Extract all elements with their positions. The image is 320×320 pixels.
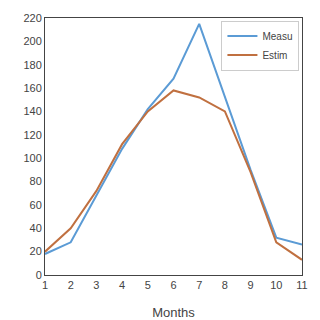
svg-text:10: 10 bbox=[270, 279, 282, 291]
svg-text:2: 2 bbox=[68, 279, 74, 291]
svg-text:11: 11 bbox=[296, 279, 307, 291]
svg-text:6: 6 bbox=[170, 279, 176, 291]
svg-text:220: 220 bbox=[23, 12, 41, 24]
svg-text:Measu: Measu bbox=[262, 31, 292, 42]
svg-text:180: 180 bbox=[23, 59, 41, 71]
svg-text:120: 120 bbox=[23, 129, 41, 141]
svg-text:100: 100 bbox=[23, 152, 41, 164]
svg-text:60: 60 bbox=[30, 199, 42, 211]
svg-text:80: 80 bbox=[30, 175, 42, 187]
svg-text:7: 7 bbox=[196, 279, 202, 291]
svg-text:1: 1 bbox=[42, 279, 48, 291]
svg-text:40: 40 bbox=[30, 222, 42, 234]
svg-text:5: 5 bbox=[145, 279, 151, 291]
svg-text:Estim: Estim bbox=[262, 50, 287, 61]
svg-text:160: 160 bbox=[23, 82, 41, 94]
svg-text:9: 9 bbox=[248, 279, 254, 291]
svg-text:3: 3 bbox=[93, 279, 99, 291]
svg-text:Months: Months bbox=[152, 305, 195, 320]
svg-text:8: 8 bbox=[222, 279, 228, 291]
svg-text:140: 140 bbox=[23, 105, 41, 117]
svg-text:200: 200 bbox=[23, 35, 41, 47]
svg-text:20: 20 bbox=[30, 245, 42, 257]
svg-text:0: 0 bbox=[36, 269, 42, 281]
svg-text:4: 4 bbox=[119, 279, 125, 291]
